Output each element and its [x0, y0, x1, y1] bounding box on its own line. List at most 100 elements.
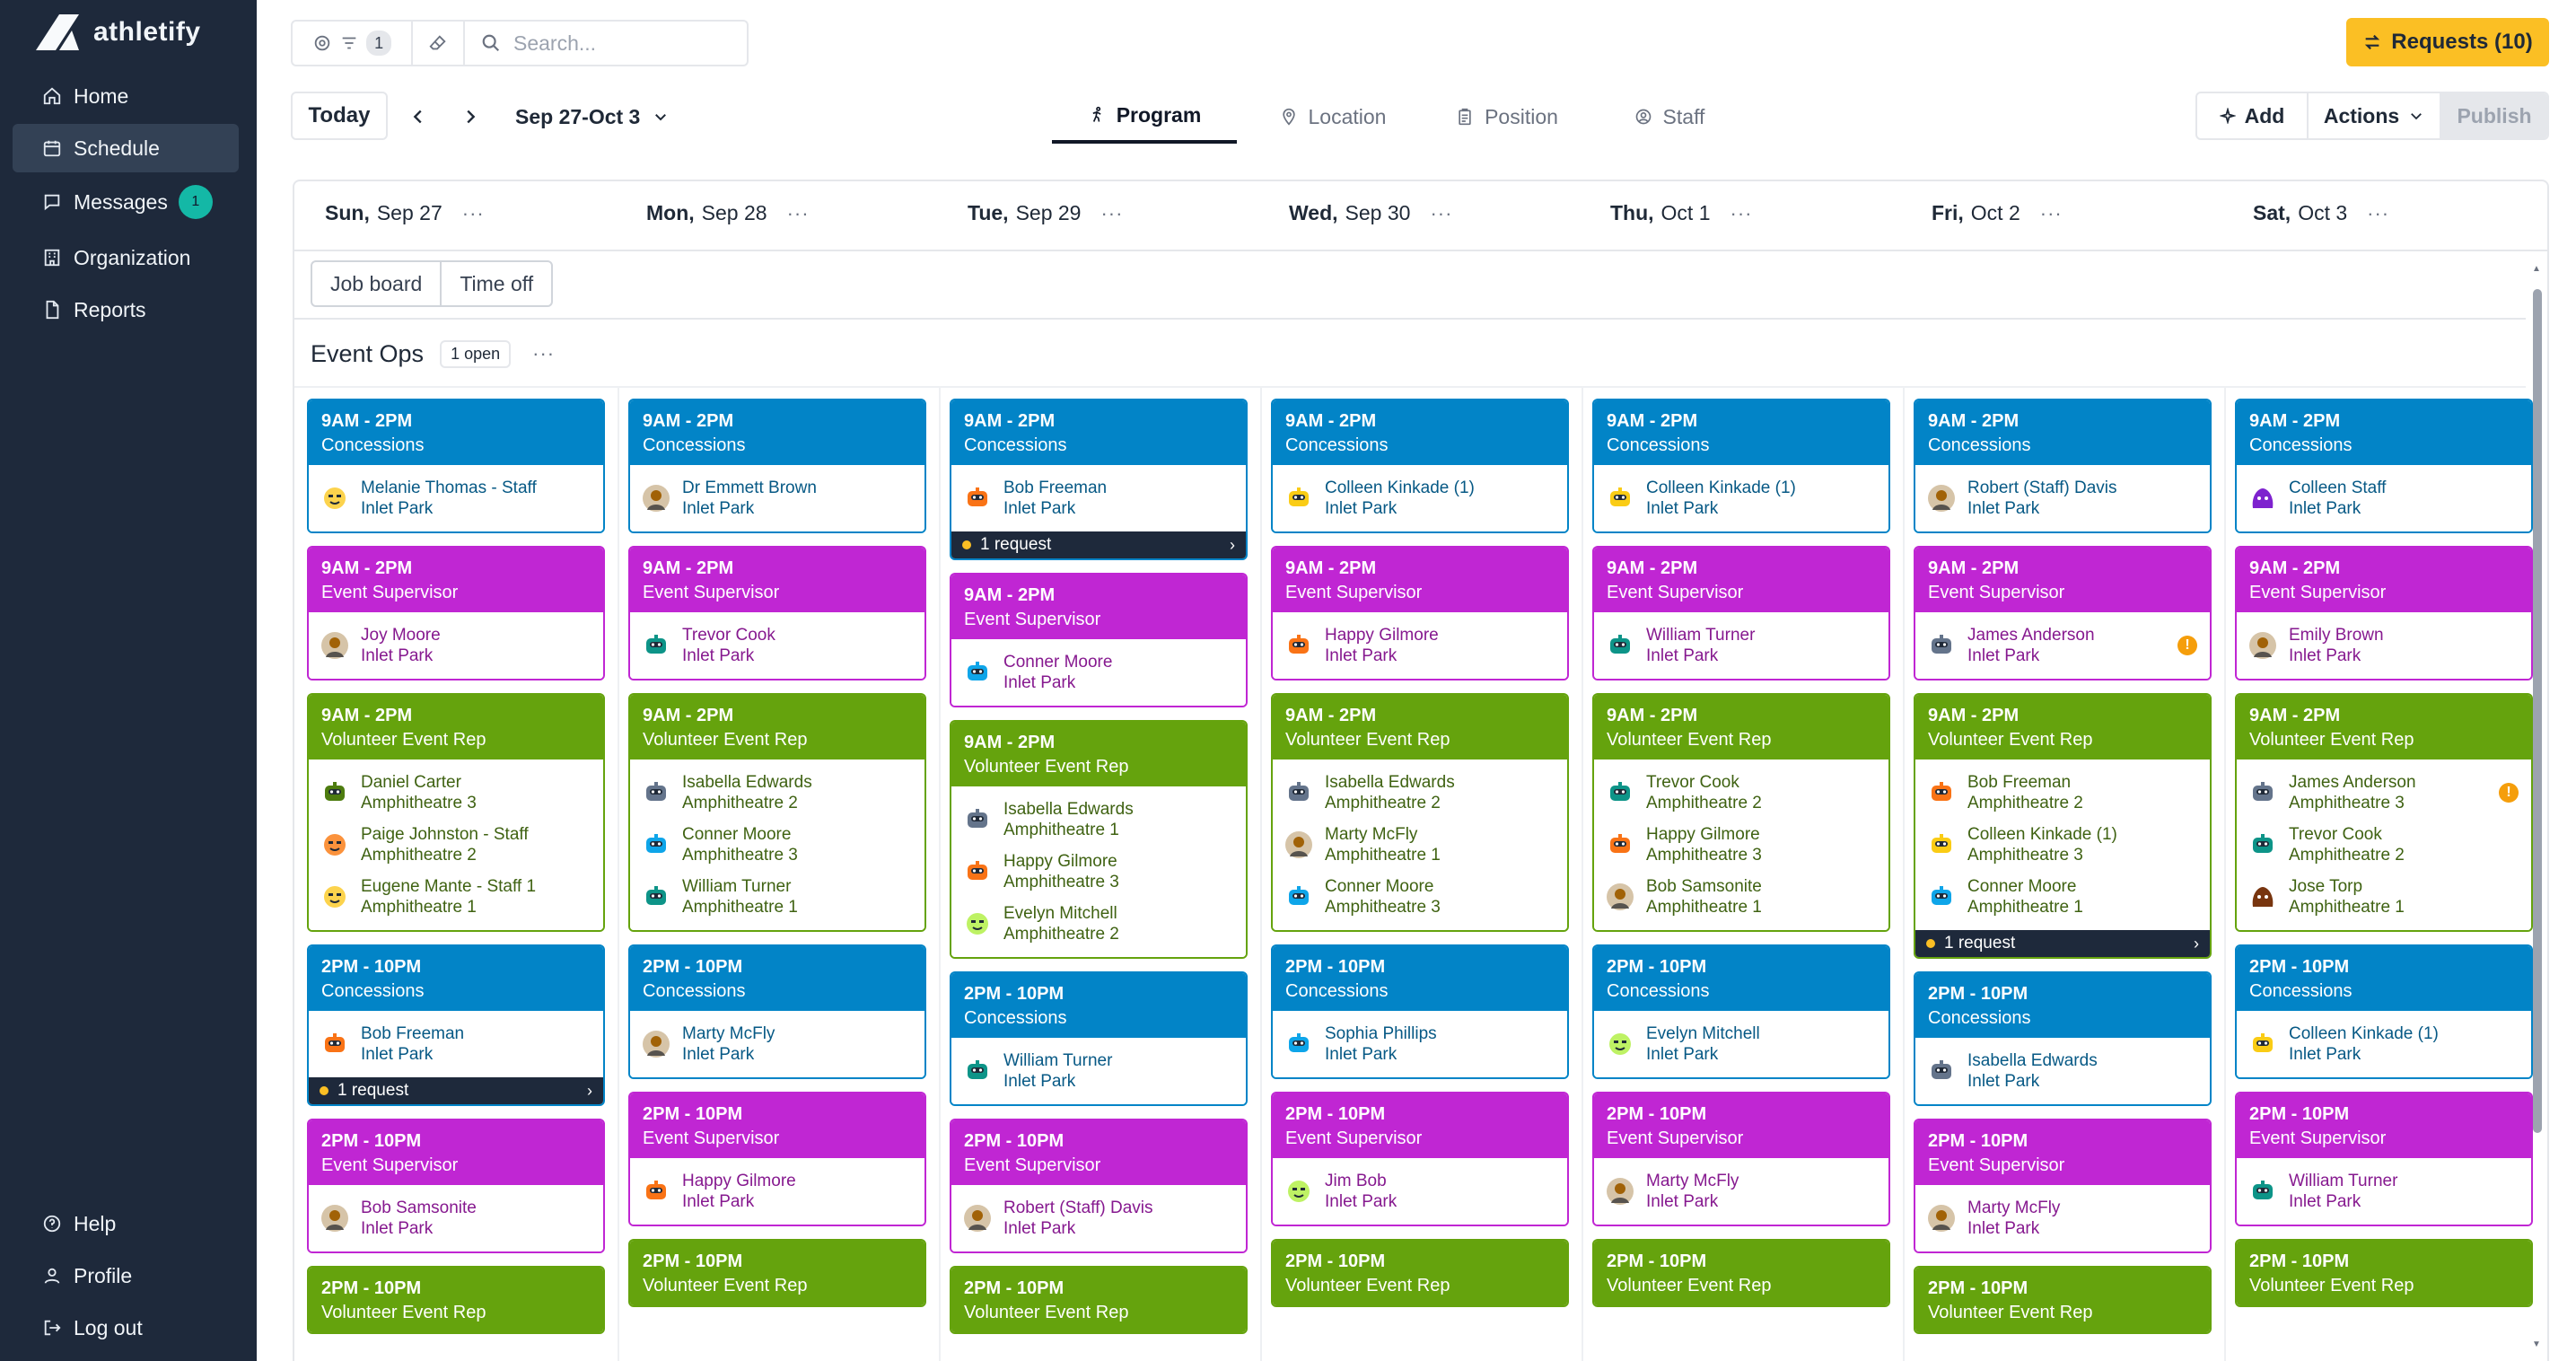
shift-card[interactable]: 2PM - 10PM Concessions Colleen Kinkade (1)… — [2235, 944, 2533, 1079]
sidebar-item-logout[interactable]: Log out — [13, 1304, 239, 1352]
assignee[interactable]: Isabella Edwards Amphitheatre 1 — [964, 794, 1233, 846]
shift-card[interactable]: 2PM - 10PM Event Supervisor Happy Gilmore I… — [628, 1092, 926, 1226]
assignee[interactable]: Joy Moore Inlet Park — [321, 619, 591, 672]
request-bar[interactable]: 1 request › — [951, 531, 1246, 558]
assignee[interactable]: Bob Freeman Amphitheatre 2 — [1928, 767, 2197, 819]
job-board-button[interactable]: Job board — [330, 271, 423, 295]
shift-card[interactable]: 2PM - 10PM Concessions Sophia Phillips Inle… — [1271, 944, 1569, 1079]
assignee[interactable]: Conner Moore Amphitheatre 3 — [1285, 871, 1555, 923]
shift-card[interactable]: 9AM - 2PM Event Supervisor James Anderson I… — [1914, 546, 2212, 680]
shift-card[interactable]: 9AM - 2PM Event Supervisor Conner Moore Inl… — [950, 573, 1248, 707]
assignee[interactable]: Jose Torp Amphitheatre 1 — [2249, 871, 2519, 923]
assignee[interactable]: Conner Moore Amphitheatre 3 — [643, 819, 912, 871]
assignee[interactable]: Jim Bob Inlet Park — [1285, 1165, 1555, 1217]
filter-button[interactable]: 1 — [293, 22, 414, 65]
group-more-button[interactable]: ··· — [532, 342, 556, 364]
assignee[interactable]: Colleen Kinkade (1) Inlet Park — [1285, 472, 1555, 524]
shift-card[interactable]: 2PM - 10PM Concessions Marty McFly Inlet Pa… — [628, 944, 926, 1079]
assignee[interactable]: Colleen Staff Inlet Park — [2249, 472, 2519, 524]
assignee[interactable]: Colleen Kinkade (1) Inlet Park — [1607, 472, 1876, 524]
warning-icon[interactable]: ! — [2499, 783, 2519, 803]
shift-card[interactable]: 2PM - 10PM Volunteer Event Rep — [950, 1266, 1248, 1334]
request-bar[interactable]: 1 request › — [309, 1077, 603, 1104]
assignee[interactable]: Isabella Edwards Amphitheatre 2 — [1285, 767, 1555, 819]
assignee[interactable]: James Anderson Inlet Park! — [1928, 619, 2197, 672]
day-more-button[interactable]: ··· — [786, 201, 810, 224]
shift-card[interactable]: 2PM - 10PM Volunteer Event Rep — [1914, 1266, 2212, 1334]
scrollbar[interactable]: ▲ ▼ — [2532, 264, 2544, 1350]
request-bar[interactable]: 1 request › — [1915, 930, 2210, 957]
shift-card[interactable]: 2PM - 10PM Event Supervisor Jim Bob Inlet P… — [1271, 1092, 1569, 1226]
tab-position[interactable]: Position — [1440, 90, 1574, 144]
shift-card[interactable]: 2PM - 10PM Volunteer Event Rep — [1271, 1239, 1569, 1307]
assignee[interactable]: Conner Moore Amphitheatre 1 — [1928, 871, 2197, 923]
assignee[interactable]: Trevor Cook Inlet Park — [643, 619, 912, 672]
shift-card[interactable]: 2PM - 10PM Event Supervisor Bob Samsonite I… — [307, 1119, 605, 1253]
day-more-button[interactable]: ··· — [1100, 201, 1124, 224]
assignee[interactable]: Happy Gilmore Amphitheatre 3 — [1607, 819, 1876, 871]
clear-filters-button[interactable] — [413, 22, 465, 65]
publish-button[interactable]: Publish — [2441, 93, 2547, 138]
assignee[interactable]: Isabella Edwards Inlet Park — [1928, 1045, 2197, 1097]
scroll-up-icon[interactable]: ▲ — [2532, 264, 2541, 274]
shift-card[interactable]: 9AM - 2PM Event Supervisor Trevor Cook Inle… — [628, 546, 926, 680]
shift-card[interactable]: 9AM - 2PM Volunteer Event Rep Daniel Carte… — [307, 693, 605, 932]
brand[interactable]: athletify — [32, 13, 201, 52]
assignee[interactable]: Trevor Cook Amphitheatre 2 — [2249, 819, 2519, 871]
assignee[interactable]: Dr Emmett Brown Inlet Park — [643, 472, 912, 524]
shift-card[interactable]: 2PM - 10PM Volunteer Event Rep — [2235, 1239, 2533, 1307]
next-week-button[interactable] — [454, 101, 486, 133]
shift-card[interactable]: 2PM - 10PM Volunteer Event Rep — [307, 1266, 605, 1334]
shift-card[interactable]: 9AM - 2PM Volunteer Event Rep Isabella Edw… — [628, 693, 926, 932]
actions-menu-button[interactable]: Actions — [2309, 93, 2441, 138]
shift-card[interactable]: 9AM - 2PM Concessions Dr Emmett Brown Inlet… — [628, 399, 926, 533]
sidebar-item-home[interactable]: Home — [13, 72, 239, 120]
sidebar-item-schedule[interactable]: Schedule — [13, 124, 239, 172]
assignee[interactable]: William Turner Inlet Park — [1607, 619, 1876, 672]
assignee[interactable]: Marty McFly Inlet Park — [1928, 1192, 2197, 1244]
shift-card[interactable]: 9AM - 2PM Volunteer Event Rep Isabella Edw… — [1271, 693, 1569, 932]
shift-card[interactable]: 9AM - 2PM Concessions Bob Freeman Inlet Par… — [950, 399, 1248, 560]
prev-week-button[interactable] — [402, 101, 434, 133]
shift-card[interactable]: 2PM - 10PM Event Supervisor Marty McFly Inl… — [1914, 1119, 2212, 1253]
shift-card[interactable]: 9AM - 2PM Volunteer Event Rep Isabella Edw… — [950, 720, 1248, 959]
assignee[interactable]: Marty McFly Inlet Park — [1607, 1165, 1876, 1217]
tab-program[interactable]: Program — [1052, 90, 1237, 144]
shift-card[interactable]: 2PM - 10PM Event Supervisor Marty McFly Inl… — [1592, 1092, 1890, 1226]
shift-card[interactable]: 9AM - 2PM Event Supervisor William Turner I… — [1592, 546, 1890, 680]
assignee[interactable]: Colleen Kinkade (1) Amphitheatre 3 — [1928, 819, 2197, 871]
day-more-button[interactable]: ··· — [1430, 201, 1453, 224]
sidebar-item-organization[interactable]: Organization — [13, 233, 239, 282]
shift-card[interactable]: 9AM - 2PM Volunteer Event Rep James Anders… — [2235, 693, 2533, 932]
assignee[interactable]: Happy Gilmore Inlet Park — [643, 1165, 912, 1217]
add-button[interactable]: Add — [2197, 93, 2309, 138]
assignee[interactable]: James Anderson Amphitheatre 3! — [2249, 767, 2519, 819]
shift-card[interactable]: 2PM - 10PM Volunteer Event Rep — [1592, 1239, 1890, 1307]
shift-card[interactable]: 9AM - 2PM Concessions Colleen Kinkade (1) I… — [1271, 399, 1569, 533]
assignee[interactable]: Bob Samsonite Inlet Park — [321, 1192, 591, 1244]
shift-card[interactable]: 2PM - 10PM Concessions William Turner Inlet… — [950, 971, 1248, 1106]
day-more-button[interactable]: ··· — [2039, 201, 2063, 224]
shift-card[interactable]: 9AM - 2PM Event Supervisor Joy Moore Inlet … — [307, 546, 605, 680]
assignee[interactable]: Robert (Staff) Davis Inlet Park — [964, 1192, 1233, 1244]
shift-card[interactable]: 2PM - 10PM Concessions Isabella Edwards Inl… — [1914, 971, 2212, 1106]
day-more-button[interactable]: ··· — [1730, 201, 1753, 224]
assignee[interactable]: Conner Moore Inlet Park — [964, 646, 1233, 698]
time-off-button[interactable]: Time off — [440, 262, 551, 305]
shift-card[interactable]: 9AM - 2PM Volunteer Event Rep Bob Freeman A… — [1914, 693, 2212, 959]
day-more-button[interactable]: ··· — [2367, 201, 2390, 224]
assignee[interactable]: William Turner Amphitheatre 1 — [643, 871, 912, 923]
assignee[interactable]: William Turner Inlet Park — [964, 1045, 1233, 1097]
assignee[interactable]: Evelyn Mitchell Inlet Park — [1607, 1018, 1876, 1070]
assignee[interactable]: Happy Gilmore Amphitheatre 3 — [964, 846, 1233, 898]
assignee[interactable]: Marty McFly Amphitheatre 1 — [1285, 819, 1555, 871]
assignee[interactable]: Sophia Phillips Inlet Park — [1285, 1018, 1555, 1070]
sidebar-item-profile[interactable]: Profile — [13, 1251, 239, 1300]
shift-card[interactable]: 9AM - 2PM Volunteer Event Rep Trevor Cook A… — [1592, 693, 1890, 932]
shift-card[interactable]: 9AM - 2PM Concessions Colleen Kinkade (1) I… — [1592, 399, 1890, 533]
assignee[interactable]: Bob Freeman Inlet Park — [964, 472, 1233, 524]
shift-card[interactable]: 2PM - 10PM Concessions Bob Freeman Inlet Pa… — [307, 944, 605, 1106]
search-input[interactable] — [513, 31, 747, 56]
sidebar-item-messages[interactable]: Messages 1 — [13, 178, 239, 226]
assignee[interactable]: Daniel Carter Amphitheatre 3 — [321, 767, 591, 819]
